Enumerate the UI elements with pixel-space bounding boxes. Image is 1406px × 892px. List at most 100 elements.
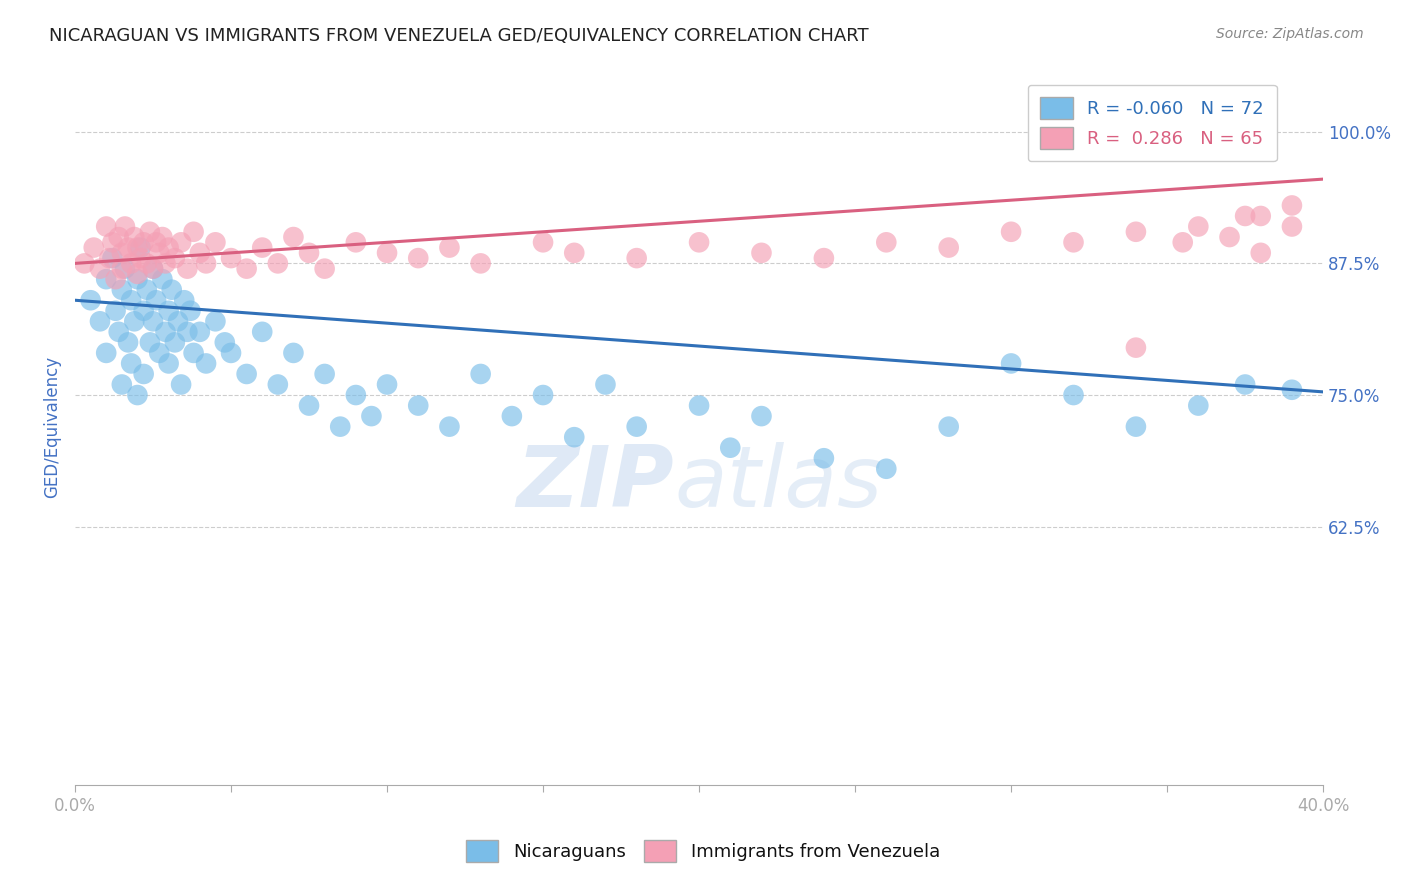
Point: [148, 245, 170, 260]
Text: ZIP: ZIP: [516, 442, 673, 525]
Point: [89, 261, 111, 276]
Point: [298, 399, 321, 413]
Point: [204, 235, 226, 250]
Point: [562, 430, 585, 444]
Point: [114, 219, 136, 234]
Point: [344, 235, 367, 250]
Legend: R = -0.060   N = 72, R =  0.286   N = 65: R = -0.060 N = 72, R = 0.286 N = 65: [1028, 85, 1277, 161]
Point: [375, 377, 398, 392]
Point: [688, 399, 710, 413]
Point: [267, 256, 290, 270]
Point: [1125, 419, 1147, 434]
Point: [73, 256, 96, 270]
Point: [135, 256, 157, 270]
Point: [124, 230, 146, 244]
Point: [298, 245, 321, 260]
Point: [173, 293, 195, 308]
Point: [120, 256, 142, 270]
Point: [501, 409, 523, 423]
Point: [314, 261, 336, 276]
Point: [124, 314, 146, 328]
Point: [79, 293, 101, 308]
Point: [132, 367, 155, 381]
Point: [107, 325, 129, 339]
Point: [120, 356, 142, 370]
Point: [626, 419, 648, 434]
Point: [142, 261, 165, 276]
Point: [219, 346, 242, 360]
Point: [135, 283, 157, 297]
Point: [127, 267, 149, 281]
Point: [718, 441, 741, 455]
Point: [101, 251, 124, 265]
Point: [1281, 219, 1303, 234]
Point: [148, 346, 170, 360]
Point: [1125, 225, 1147, 239]
Point: [107, 230, 129, 244]
Point: [1000, 356, 1022, 370]
Point: [132, 303, 155, 318]
Point: [145, 235, 167, 250]
Point: [163, 335, 186, 350]
Point: [329, 419, 352, 434]
Point: [195, 356, 218, 370]
Point: [142, 314, 165, 328]
Point: [344, 388, 367, 402]
Legend: Nicaraguans, Immigrants from Venezuela: Nicaraguans, Immigrants from Venezuela: [458, 833, 948, 870]
Point: [375, 245, 398, 260]
Point: [139, 335, 162, 350]
Point: [626, 251, 648, 265]
Point: [1218, 230, 1240, 244]
Point: [104, 303, 127, 318]
Point: [114, 261, 136, 276]
Point: [132, 235, 155, 250]
Point: [204, 314, 226, 328]
Point: [813, 451, 835, 466]
Point: [167, 314, 190, 328]
Point: [129, 251, 152, 265]
Point: [157, 303, 180, 318]
Point: [219, 251, 242, 265]
Point: [470, 256, 492, 270]
Point: [1281, 198, 1303, 212]
Point: [127, 272, 149, 286]
Point: [1171, 235, 1194, 250]
Point: [267, 377, 290, 392]
Point: [111, 377, 134, 392]
Point: [129, 241, 152, 255]
Point: [283, 230, 305, 244]
Point: [117, 335, 139, 350]
Point: [1234, 209, 1257, 223]
Point: [314, 367, 336, 381]
Point: [179, 303, 201, 318]
Point: [406, 399, 429, 413]
Point: [1234, 377, 1257, 392]
Point: [1063, 235, 1085, 250]
Point: [439, 241, 461, 255]
Point: [98, 251, 121, 265]
Point: [96, 219, 118, 234]
Point: [751, 245, 773, 260]
Point: [111, 283, 134, 297]
Point: [145, 293, 167, 308]
Point: [938, 419, 960, 434]
Point: [160, 283, 183, 297]
Point: [214, 335, 236, 350]
Point: [183, 225, 205, 239]
Point: [183, 346, 205, 360]
Point: [96, 272, 118, 286]
Point: [360, 409, 382, 423]
Point: [176, 261, 198, 276]
Point: [252, 325, 274, 339]
Point: [120, 293, 142, 308]
Point: [470, 367, 492, 381]
Point: [139, 225, 162, 239]
Point: [157, 356, 180, 370]
Point: [938, 241, 960, 255]
Point: [83, 241, 105, 255]
Point: [1250, 209, 1272, 223]
Point: [127, 388, 149, 402]
Y-axis label: GED/Equivalency: GED/Equivalency: [44, 356, 60, 498]
Point: [111, 245, 134, 260]
Point: [875, 462, 897, 476]
